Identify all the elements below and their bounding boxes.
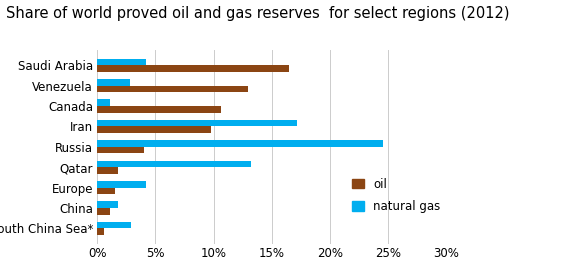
Bar <box>97 208 110 215</box>
Text: Share of world proved oil and gas reserves  for select regions (2012): Share of world proved oil and gas reserv… <box>6 6 509 20</box>
Bar <box>97 161 251 167</box>
Legend: oil, natural gas: oil, natural gas <box>352 178 440 213</box>
Bar <box>97 59 146 65</box>
Bar <box>97 140 383 147</box>
Bar <box>97 86 248 92</box>
Bar <box>97 181 146 188</box>
Bar <box>97 65 289 72</box>
Bar <box>97 229 104 235</box>
Bar <box>97 106 221 112</box>
Bar <box>97 126 211 133</box>
Bar <box>97 147 144 153</box>
Bar <box>97 120 297 126</box>
Bar <box>97 79 130 86</box>
Bar <box>97 188 114 194</box>
Bar <box>97 167 118 174</box>
Bar <box>97 201 118 208</box>
Bar <box>97 222 131 229</box>
Bar <box>97 99 110 106</box>
